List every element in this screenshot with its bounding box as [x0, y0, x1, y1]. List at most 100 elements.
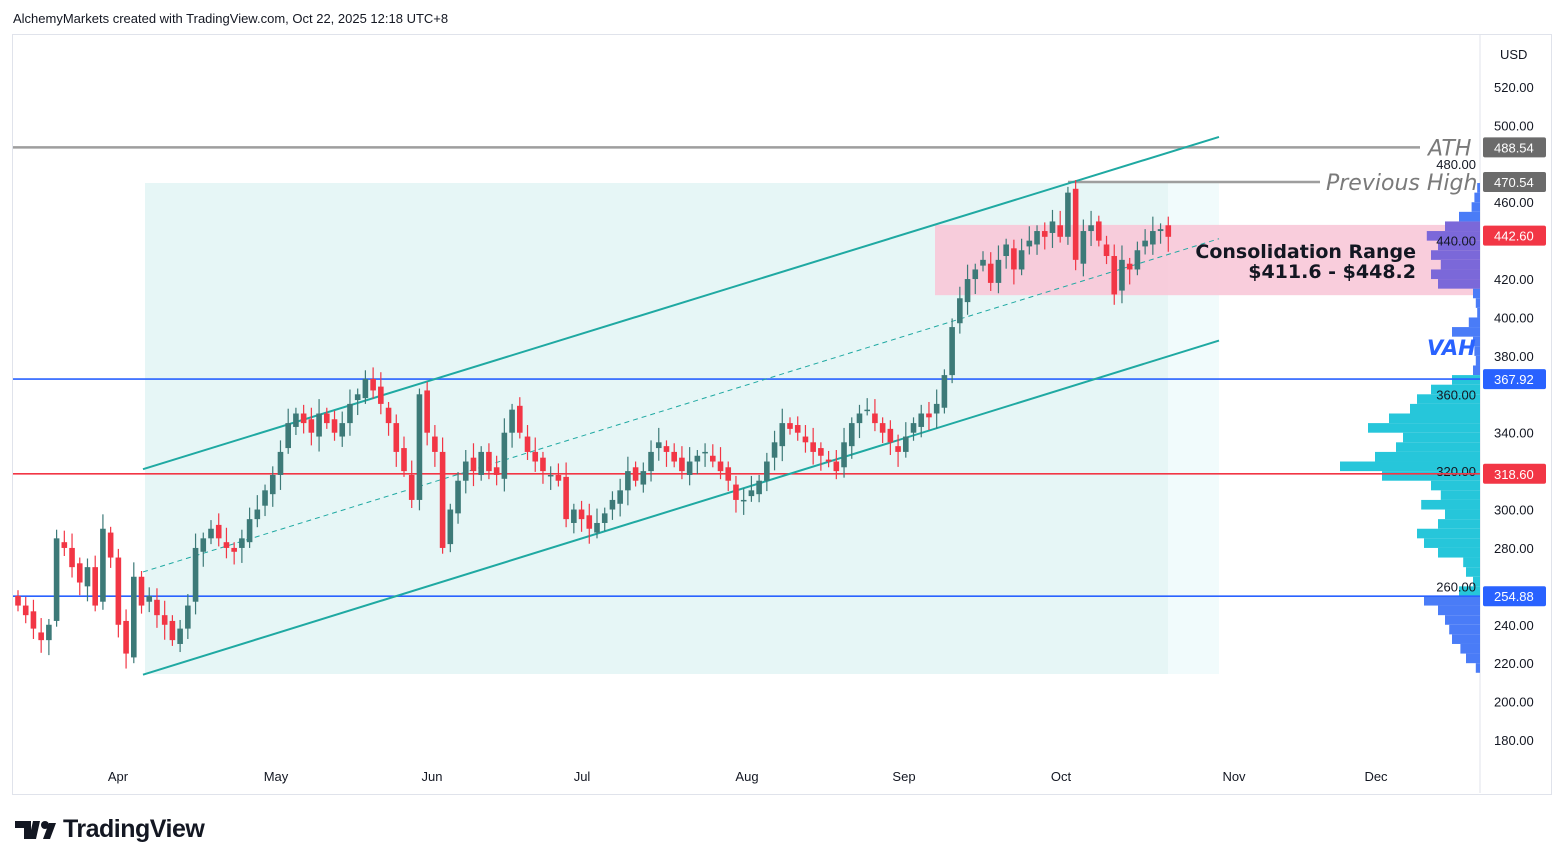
volume-profile-bar — [1466, 653, 1480, 664]
volume-profile-bar — [1468, 317, 1480, 328]
candle-body — [625, 471, 631, 491]
candle-body — [200, 538, 207, 552]
level-label: ATH — [1426, 136, 1471, 161]
candle-body — [1103, 244, 1110, 257]
candle-body — [779, 423, 786, 447]
y-tick-label: 460.00 — [1494, 195, 1534, 210]
candle-body — [308, 419, 315, 433]
price-tag — [1483, 463, 1546, 484]
candle-body — [509, 409, 515, 433]
candle-body — [787, 423, 793, 429]
candle-body — [339, 423, 346, 437]
candle-body — [1080, 231, 1087, 264]
volume-profile-bar — [1474, 192, 1480, 203]
candle-body — [470, 457, 477, 472]
candle-body — [1134, 250, 1141, 270]
x-tick-label: Nov — [1222, 769, 1246, 784]
candle-body — [663, 446, 670, 452]
candle-body — [185, 605, 191, 629]
volume-profile-bar — [1445, 221, 1480, 232]
y-tick-label: 340.00 — [1494, 426, 1534, 441]
candle-body — [416, 394, 423, 500]
candle-body — [455, 480, 461, 514]
candle-body — [15, 595, 21, 606]
currency-label: USD — [1500, 47, 1527, 62]
candle-body — [161, 615, 168, 625]
volume-profile-bar — [1375, 451, 1480, 462]
candle-body — [439, 451, 446, 548]
price-tag — [1483, 369, 1546, 390]
candle-body — [640, 471, 647, 485]
tradingview-logo[interactable]: TradingView — [15, 815, 205, 844]
candle-body — [146, 595, 153, 602]
chart-attribution: AlchemyMarkets created with TradingView.… — [13, 11, 449, 26]
volume-profile-bar — [1410, 403, 1480, 414]
candle-body — [995, 259, 1002, 283]
price-tag-label: 488.54 — [1494, 140, 1534, 155]
candle-body — [76, 563, 83, 583]
candle-body — [493, 467, 500, 475]
candle-body — [478, 451, 484, 475]
candle-body — [540, 457, 546, 472]
candle-body — [918, 413, 925, 427]
volume-profile-bar — [1417, 528, 1480, 539]
candle-body — [432, 436, 438, 452]
price-tag — [1483, 586, 1546, 607]
candle-body — [717, 461, 724, 472]
candle-body — [1119, 259, 1125, 291]
y-tick-label: 320.00 — [1436, 464, 1476, 479]
candle-body — [926, 413, 932, 418]
volume-profile-bar — [1463, 557, 1480, 568]
volume-profile-bar — [1445, 615, 1480, 625]
price-tag-label: 470.54 — [1494, 175, 1534, 190]
x-tick-label: Apr — [108, 769, 129, 784]
volume-profile-bar — [1440, 490, 1480, 500]
candle-body — [1034, 231, 1040, 245]
volume-profile-bar — [1368, 423, 1480, 433]
candle-body — [1088, 225, 1094, 232]
price-tag — [1483, 137, 1546, 158]
candle-body — [69, 547, 75, 568]
candle-body — [385, 407, 392, 424]
candle-body — [1041, 231, 1048, 237]
candle-body — [694, 455, 701, 462]
volume-profile-bar — [1449, 624, 1480, 635]
candle-body — [856, 413, 863, 424]
candle-body — [1111, 256, 1118, 295]
candle-body — [725, 467, 732, 481]
volume-profile-bar — [1474, 346, 1480, 356]
candle-body — [571, 509, 577, 523]
candle-body — [972, 269, 979, 280]
x-tick-label: Sep — [892, 769, 915, 784]
candle-body — [92, 567, 98, 606]
volume-profile-bar — [1475, 298, 1480, 308]
y-tick-label: 440.00 — [1436, 234, 1476, 249]
x-tick-label: Jul — [574, 769, 591, 784]
volume-profile-bar — [1452, 634, 1480, 644]
candle-body — [1057, 225, 1063, 237]
volume-profile-bar — [1459, 586, 1480, 596]
volume-profile-bar — [1452, 327, 1480, 337]
candle-body — [887, 428, 894, 443]
candle-body — [563, 476, 569, 520]
price-tag — [1483, 171, 1546, 192]
candle-body — [586, 515, 593, 529]
candle-body — [1003, 244, 1009, 257]
volume-profile-bar — [1431, 480, 1480, 491]
candle-body — [740, 499, 747, 502]
volume-profile-bar — [1438, 519, 1480, 529]
candle-body — [517, 405, 523, 433]
volume-profile-bar — [1460, 643, 1480, 654]
candle-body — [293, 413, 299, 427]
candle-body — [609, 499, 616, 510]
candle-body — [38, 632, 44, 641]
candle-body — [331, 419, 338, 433]
volume-profile-bar — [1431, 269, 1480, 280]
y-tick-label: 280.00 — [1494, 541, 1534, 556]
chart-frame[interactable] — [12, 34, 1552, 795]
volume-profile-bar — [1459, 211, 1480, 222]
candle-body — [841, 442, 847, 468]
candle-body — [848, 423, 855, 447]
candle-body — [424, 390, 430, 433]
